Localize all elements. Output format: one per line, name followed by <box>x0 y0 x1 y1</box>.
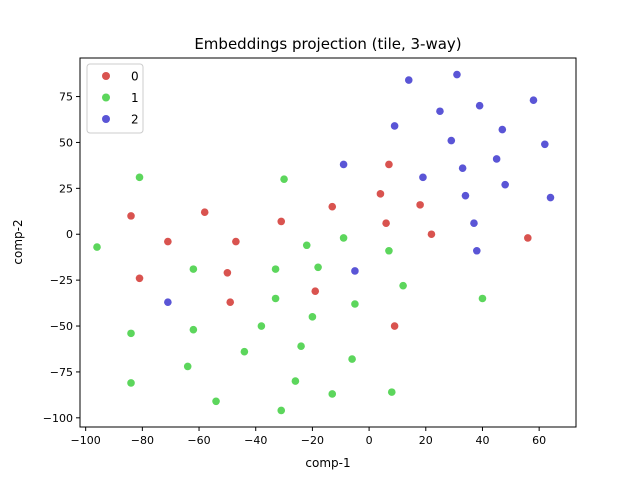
x-axis-label: comp-1 <box>305 456 350 470</box>
y-tick-label: −50 <box>50 320 73 333</box>
plot-frame <box>79 57 577 428</box>
data-point-series-0 <box>232 237 240 246</box>
x-tick-label: −80 <box>131 434 154 447</box>
data-point-series-1 <box>93 243 101 251</box>
data-point-series-2 <box>458 164 467 172</box>
x-tick-label: 20 <box>419 434 433 447</box>
data-point-series-1 <box>240 347 249 356</box>
data-point-series-1 <box>189 325 198 334</box>
data-point-series-1 <box>277 406 286 415</box>
data-point-series-1 <box>339 234 348 242</box>
data-point-series-2 <box>501 180 509 189</box>
data-point-series-2 <box>453 70 461 79</box>
data-point-series-0 <box>200 208 209 217</box>
x-tick-label: −40 <box>244 434 267 447</box>
y-tick-label: 25 <box>59 182 73 195</box>
data-point-series-0 <box>376 190 385 198</box>
data-point-series-2 <box>404 76 413 84</box>
chart-title: Embeddings projection (tile, 3-way) <box>194 35 461 53</box>
data-point-series-1 <box>328 390 337 398</box>
data-point-series-2 <box>339 160 348 169</box>
data-point-series-0 <box>164 237 172 246</box>
data-point-series-2 <box>436 107 444 116</box>
data-point-series-1 <box>271 294 280 303</box>
data-point-series-1 <box>127 329 135 338</box>
data-point-series-0 <box>427 230 436 239</box>
y-tick-label: −100 <box>43 412 73 425</box>
data-point-series-2 <box>461 191 470 200</box>
data-point-series-1 <box>183 362 192 371</box>
x-tick-label: 60 <box>532 434 546 447</box>
data-point-series-2 <box>473 246 481 255</box>
y-tick-label: 75 <box>59 91 73 104</box>
data-point-series-1 <box>478 294 487 303</box>
data-point-series-1 <box>297 342 305 351</box>
data-point-series-1 <box>351 300 359 308</box>
data-point-series-1 <box>135 173 144 182</box>
y-tick-label: −25 <box>50 274 73 287</box>
data-point-series-0 <box>135 274 144 283</box>
legend-marker <box>102 72 110 80</box>
axis-ticks: −100 −80 −60 −40 −20 0 20 40 60 −100 −75 −50 −25 0 25 5… <box>43 91 546 447</box>
data-point-series-2 <box>470 219 478 228</box>
data-point-series-1 <box>385 246 393 255</box>
x-tick-label: 40 <box>475 434 489 447</box>
data-point-series-2 <box>498 125 507 134</box>
legend-label: 2 <box>131 113 139 127</box>
y-tick-label: 0 <box>66 228 73 241</box>
data-point-series-2 <box>529 96 538 105</box>
data-point-series-1 <box>302 241 311 250</box>
data-point-series-1 <box>399 281 407 290</box>
data-point-series-1 <box>257 322 266 330</box>
legend-label: 1 <box>131 91 139 105</box>
data-point-series-1 <box>314 263 322 272</box>
data-point-series-0 <box>311 287 320 295</box>
data-point-series-2 <box>390 122 399 130</box>
data-point-series-1 <box>291 377 300 385</box>
y-tick-label: −75 <box>50 366 73 379</box>
data-point-series-0 <box>226 298 235 306</box>
data-point-series-2 <box>541 140 549 149</box>
data-point-series-2 <box>164 298 172 306</box>
x-tick-label: −100 <box>71 434 101 447</box>
data-point-series-0 <box>382 219 390 228</box>
data-point-series-1 <box>271 265 280 273</box>
data-point-series-1 <box>308 313 317 321</box>
data-point-series-0 <box>524 234 532 242</box>
data-point-series-1 <box>280 175 288 183</box>
data-point-series-2 <box>492 155 501 163</box>
data-point-series-2 <box>475 101 484 110</box>
data-point-series-1 <box>189 265 198 273</box>
data-point-series-0 <box>127 212 135 220</box>
data-point-series-2 <box>447 136 456 145</box>
data-points <box>93 70 555 415</box>
legend-marker <box>102 93 110 102</box>
data-point-series-0 <box>416 201 424 209</box>
data-point-series-1 <box>127 379 135 387</box>
data-point-series-1 <box>387 388 396 396</box>
x-tick-label: −20 <box>301 434 324 447</box>
data-point-series-0 <box>328 202 337 211</box>
data-point-series-0 <box>385 160 393 169</box>
legend-marker <box>102 115 110 123</box>
data-point-series-2 <box>419 173 427 182</box>
data-point-series-2 <box>546 193 555 202</box>
legend: 0 1 2 <box>86 63 144 134</box>
data-point-series-2 <box>351 267 359 275</box>
y-tick-label: 50 <box>59 136 73 149</box>
x-tick-label: −60 <box>187 434 210 447</box>
legend-box <box>86 63 144 134</box>
data-point-series-1 <box>348 355 356 363</box>
data-point-series-1 <box>212 397 220 406</box>
x-tick-label: 0 <box>366 434 373 447</box>
data-point-series-0 <box>223 268 232 277</box>
data-point-series-0 <box>277 217 286 226</box>
y-axis-label: comp-2 <box>11 219 25 264</box>
data-point-series-0 <box>390 322 399 330</box>
legend-label: 0 <box>131 70 139 84</box>
